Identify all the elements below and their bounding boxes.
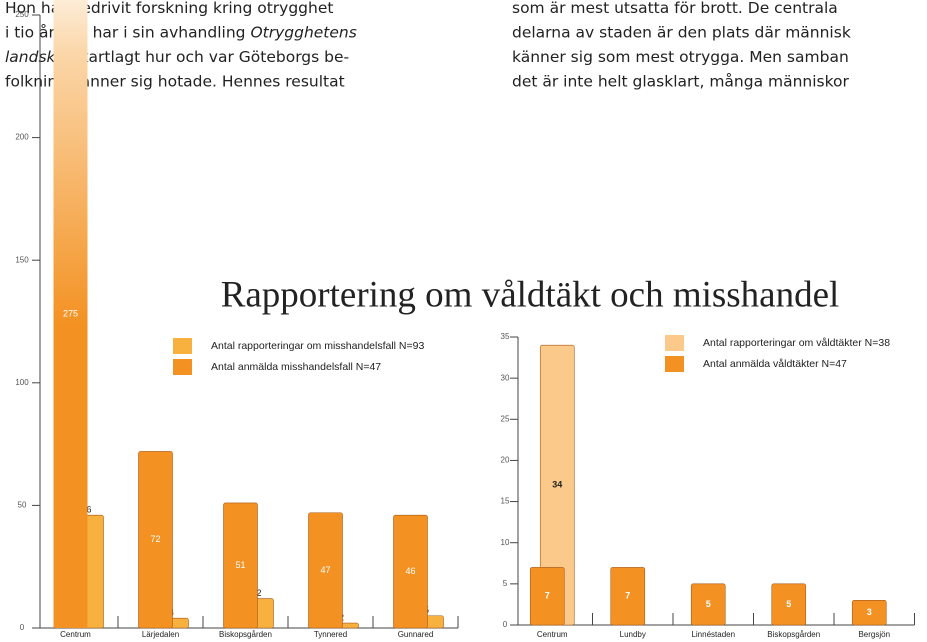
y-tick-label: 0 bbox=[503, 620, 508, 629]
data-label: 47 bbox=[320, 565, 330, 575]
x-tick-label: Centrum bbox=[60, 630, 91, 639]
x-tick-label: Biskopsgården bbox=[219, 630, 272, 639]
chart: 0 50 100 150 200 250 Centrum Lärjedalen Biskopsg… bbox=[15, 0, 459, 639]
data-label: 46 bbox=[405, 566, 415, 576]
y-tick-label: 200 bbox=[15, 133, 29, 142]
bar bbox=[529, 567, 565, 626]
x-tick-label: Lundby bbox=[620, 630, 646, 639]
x-tick-label: Gunnared bbox=[398, 630, 434, 639]
legend-label: Antal anmälda våldtäkter N=47 bbox=[703, 358, 847, 370]
text-span: det är inte helt glasklart, många männis… bbox=[512, 72, 850, 90]
text-span: Otrygghetens bbox=[250, 23, 356, 41]
legend-label: Antal anmälda misshandelsfall N=47 bbox=[211, 361, 381, 373]
y-tick-label: 35 bbox=[501, 332, 510, 341]
x-tick-label: Biskopsgården bbox=[767, 630, 820, 639]
bar bbox=[53, 0, 88, 628]
legend-swatch bbox=[665, 356, 684, 372]
data-label: 34 bbox=[552, 479, 562, 489]
text-span: delarna av staden är den plats där männi… bbox=[512, 23, 851, 41]
text-span: kartlagt hur och var Göteborgs be- bbox=[75, 48, 349, 66]
data-label: 7 bbox=[545, 591, 550, 601]
x-tick-label: Lärjedalen bbox=[142, 630, 179, 639]
y-tick-label: 5 bbox=[503, 579, 508, 588]
x-tick-label: Bergsjön bbox=[858, 630, 890, 639]
bar bbox=[138, 451, 173, 629]
y-tick-label: 20 bbox=[501, 456, 510, 465]
legend-swatch bbox=[173, 338, 192, 354]
x-tick-label: Centrum bbox=[537, 630, 568, 639]
y-tick-label: 25 bbox=[501, 414, 510, 423]
text-line: folkning känner sig hotade. Hennes resul… bbox=[5, 72, 345, 90]
y-tick-label: 150 bbox=[15, 255, 29, 264]
text-span: som är mest utsatta för brott. De centra… bbox=[512, 0, 838, 17]
legend-swatch bbox=[173, 359, 192, 375]
y-tick-label: 100 bbox=[15, 378, 29, 387]
data-label: 5 bbox=[786, 599, 791, 609]
legend-label: Antal rapporteringar om våldtäkter N=38 bbox=[703, 337, 890, 349]
text-line: det är inte helt glasklart, många männis… bbox=[512, 72, 850, 90]
page-title: Rapportering om våldtäkt och misshandel bbox=[221, 274, 840, 315]
legend-label: Antal rapporteringar om misshandelsfall … bbox=[211, 340, 424, 352]
data-label: 275 bbox=[63, 308, 78, 318]
y-tick-label: 0 bbox=[20, 623, 25, 632]
y-tick-label: 250 bbox=[15, 10, 29, 19]
bar bbox=[308, 512, 343, 629]
data-label: 72 bbox=[150, 534, 160, 544]
bar bbox=[851, 600, 887, 626]
x-tick-label: Linnéstaden bbox=[691, 630, 735, 639]
y-tick-label: 10 bbox=[501, 538, 510, 547]
body-text: Hon har bedrivit forskning kring otryggh… bbox=[5, 0, 851, 90]
text-line: delarna av staden är den plats där männi… bbox=[512, 23, 851, 41]
data-label: 7 bbox=[625, 591, 630, 601]
data-label: 5 bbox=[706, 599, 711, 609]
text-line: känner sig som mest otrygga. Men samban bbox=[512, 48, 849, 66]
bar bbox=[610, 567, 646, 626]
text-span: känner sig som mest otrygga. Men samban bbox=[512, 48, 849, 66]
y-tick-label: 30 bbox=[501, 373, 510, 382]
bar bbox=[771, 583, 807, 626]
bar bbox=[393, 514, 428, 629]
y-tick-label: 15 bbox=[501, 497, 510, 506]
data-label: 3 bbox=[867, 607, 872, 617]
bar bbox=[690, 583, 726, 626]
bar bbox=[223, 502, 258, 629]
legend-swatch bbox=[665, 335, 684, 351]
text-span: i tio år och har i sin avhandling bbox=[5, 23, 250, 41]
data-label: 51 bbox=[235, 560, 245, 570]
text-span: folkning känner sig hotade. Hennes resul… bbox=[5, 72, 345, 90]
text-line: som är mest utsatta för brott. De centra… bbox=[512, 0, 838, 17]
y-tick-label: 50 bbox=[18, 501, 27, 510]
x-tick-label: Tynnered bbox=[314, 630, 347, 639]
